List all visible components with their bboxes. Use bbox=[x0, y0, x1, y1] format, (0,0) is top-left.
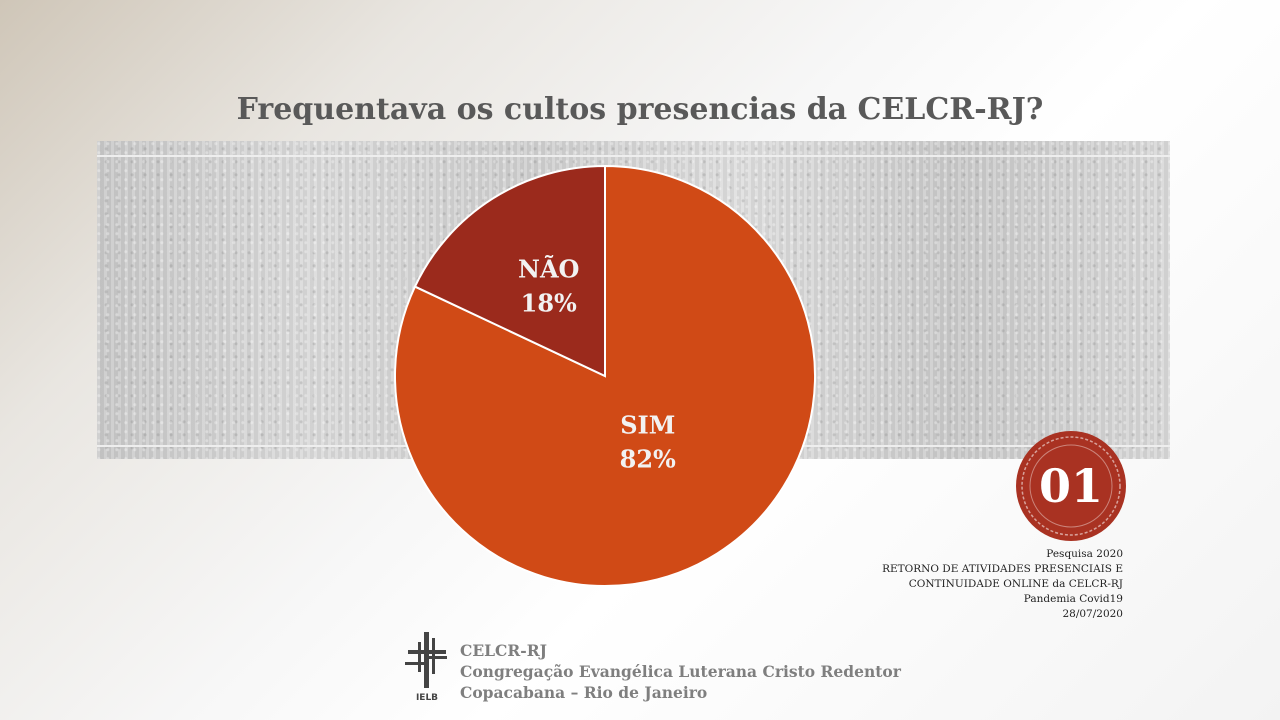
band-line-top bbox=[97, 155, 1170, 157]
footnote-line: CONTINUIDADE ONLINE da CELCR-RJ bbox=[908, 578, 1123, 590]
org-full-name: Congregação Evangélica Luterana Cristo R… bbox=[460, 662, 901, 681]
logo-text: IELB bbox=[416, 693, 438, 702]
org-short-name: CELCR-RJ bbox=[460, 641, 547, 660]
slide-title: Frequentava os cultos presencias da CELC… bbox=[236, 92, 1044, 127]
survey-footnote: Pesquisa 2020 RETORNO DE ATIVIDADES PRES… bbox=[882, 547, 1123, 622]
pie-value-nao: 18% bbox=[521, 288, 577, 317]
pie-label-sim: SIM bbox=[620, 410, 675, 439]
footnote-line: RETORNO DE ATIVIDADES PRESENCIAIS E bbox=[882, 563, 1123, 575]
pie-slice-nao bbox=[413, 164, 606, 378]
pie-label-nao: NÃO bbox=[518, 254, 579, 283]
badge-number: 01 bbox=[1039, 459, 1103, 513]
organization-info: CELCR-RJ Congregação Evangélica Luterana… bbox=[460, 640, 901, 703]
badge-01: 01 bbox=[1016, 431, 1126, 541]
org-location: Copacabana – Rio de Janeiro bbox=[460, 683, 708, 702]
footnote-line: Pesquisa 2020 bbox=[1046, 548, 1123, 560]
pie-value-sim: 82% bbox=[620, 444, 676, 473]
footnote-line: 28/07/2020 bbox=[1062, 608, 1123, 620]
footnote-line: Pandemia Covid19 bbox=[1023, 593, 1123, 605]
ielb-cross-logo: IELB bbox=[405, 632, 447, 702]
